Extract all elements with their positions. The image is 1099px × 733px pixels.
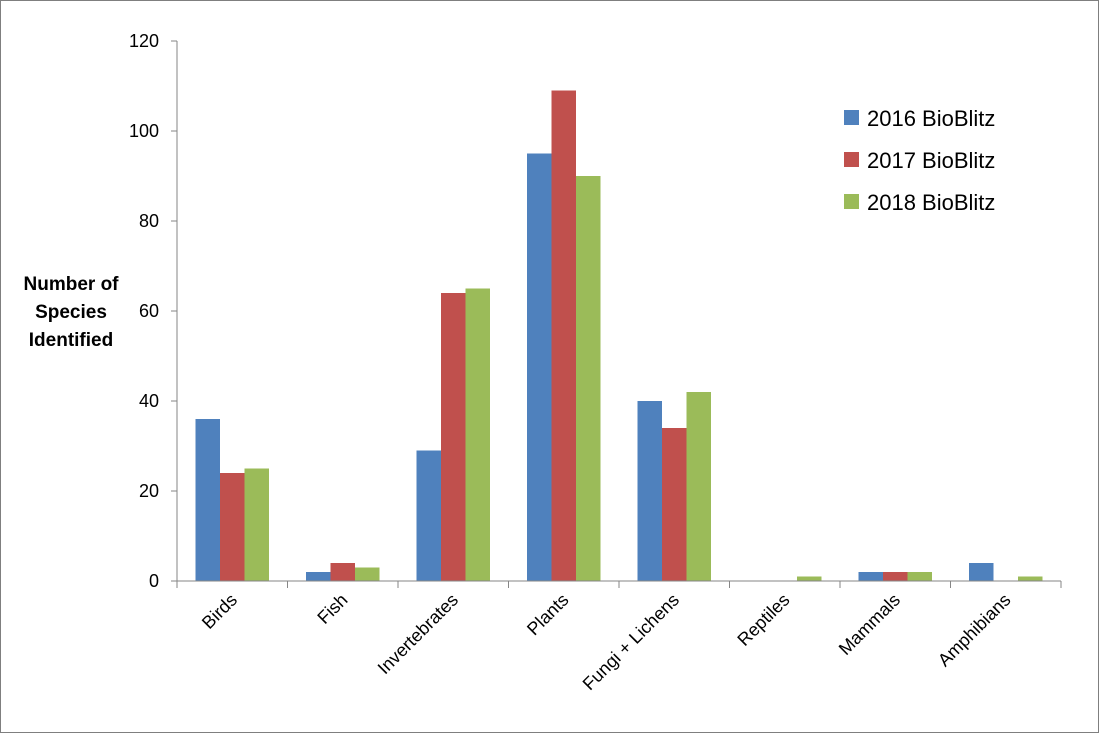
- y-tick-label: 60: [139, 301, 159, 321]
- x-category-label: Mammals: [835, 590, 904, 659]
- legend-swatch: [844, 152, 859, 167]
- y-tick-label: 80: [139, 211, 159, 231]
- x-category-label: Invertebrates: [374, 590, 462, 678]
- legend-label: 2016 BioBlitz: [867, 106, 995, 131]
- bar-plants-series-3: [576, 176, 601, 581]
- y-tick-label: 100: [129, 121, 159, 141]
- x-category-label: Birds: [198, 590, 241, 633]
- bar-fungi-lichens-series-1: [637, 401, 662, 581]
- bar-fungi-lichens-series-2: [662, 428, 687, 581]
- bar-mammals-series-3: [907, 572, 932, 581]
- legend-label: 2018 BioBlitz: [867, 190, 995, 215]
- x-tick-labels: Birds Fish Invertebrates Plants Fungi + Lich…: [198, 590, 1015, 694]
- bar-fish-series-2: [330, 563, 355, 581]
- y-tick-label: 0: [149, 571, 159, 591]
- y-tick-label: 40: [139, 391, 159, 411]
- legend: 2016 BioBlitz 2017 BioBlitz 2018 BioBlitz: [844, 106, 995, 215]
- bar-mammals-series-1: [858, 572, 883, 581]
- bars-group: [195, 90, 1043, 581]
- x-category-label: Amphibians: [934, 590, 1015, 671]
- bar-fungi-lichens-series-3: [686, 392, 711, 581]
- bar-birds-series-2: [220, 473, 245, 581]
- y-tick-label: 120: [129, 31, 159, 51]
- x-category-label: Fish: [313, 590, 351, 628]
- legend-swatch: [844, 194, 859, 209]
- bar-plants-series-2: [551, 90, 576, 581]
- bar-amphibians-series-1: [969, 563, 994, 581]
- bar-invertebrates-series-1: [416, 450, 441, 581]
- bar-reptiles-series-3: [797, 576, 822, 581]
- x-category-label: Plants: [523, 590, 573, 640]
- bar-birds-series-3: [244, 468, 269, 581]
- legend-label: 2017 BioBlitz: [867, 148, 995, 173]
- bar-fish-series-3: [355, 567, 380, 581]
- y-tick-label: 20: [139, 481, 159, 501]
- y-axis-title: Number of Species Identified: [23, 274, 119, 351]
- bar-invertebrates-series-2: [441, 293, 466, 581]
- bar-birds-series-1: [195, 419, 220, 581]
- y-tick-labels: 0 20 40 60 80 100 120: [129, 31, 159, 591]
- x-category-label: Reptiles: [733, 590, 793, 650]
- bar-mammals-series-2: [883, 572, 908, 581]
- bar-invertebrates-series-3: [465, 288, 490, 581]
- bar-fish-series-1: [306, 572, 331, 581]
- bar-plants-series-1: [527, 153, 552, 581]
- bar-amphibians-series-3: [1018, 576, 1043, 581]
- legend-swatch: [844, 110, 859, 125]
- axes-group: [171, 40, 1062, 588]
- x-category-label: Fungi + Lichens: [579, 590, 683, 694]
